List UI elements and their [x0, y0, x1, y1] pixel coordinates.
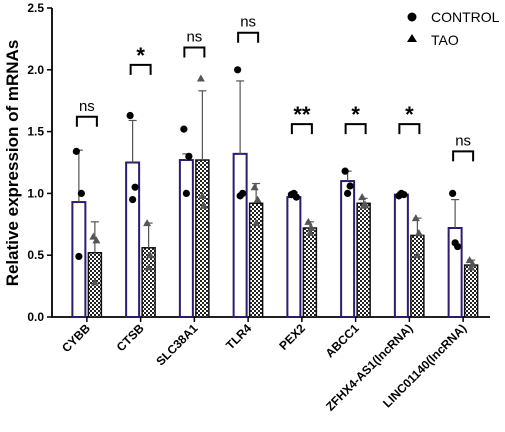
legend-control-label: CONTROL — [431, 9, 500, 25]
tao-point — [92, 236, 101, 244]
control-point — [449, 189, 457, 197]
control-point — [234, 66, 242, 74]
category-label: TLR4 — [223, 321, 254, 352]
significance-label: * — [405, 102, 414, 127]
control-point — [185, 152, 193, 160]
control-point — [346, 182, 354, 190]
y-tick-label: 0.5 — [27, 248, 44, 262]
tao-point — [143, 219, 152, 227]
tao-point — [199, 201, 208, 209]
control-point — [290, 189, 298, 197]
tao-point — [89, 232, 98, 240]
tao-point — [413, 251, 422, 259]
tao-point — [305, 228, 314, 236]
significance-label: ns — [79, 98, 95, 115]
category-label: PEX2 — [276, 321, 308, 353]
control-point — [129, 195, 137, 204]
category-label: ABCC1 — [323, 321, 362, 360]
significance-bracket — [237, 31, 260, 43]
tao-point — [307, 224, 316, 232]
plot-area: 0.0 0.5 1.0 1.5 2.0 2.5 CYBB ns CTSB * SLC38A1 ns TL… — [27, 1, 490, 414]
legend-tao-label: TAO — [431, 32, 459, 48]
control-point — [75, 252, 83, 261]
tao-point — [196, 74, 205, 82]
category-label: CYBB — [59, 321, 93, 355]
control-point — [72, 147, 80, 155]
tao-point — [465, 256, 474, 264]
control-point — [397, 189, 405, 197]
tao-bar — [463, 264, 479, 318]
legend: CONTROL TAO — [407, 9, 500, 48]
y-tick-label: 2.5 — [27, 1, 44, 15]
tao-bar — [302, 227, 318, 318]
y-tick-label: 0.0 — [27, 310, 44, 324]
control-point — [451, 239, 459, 247]
control-point — [180, 125, 188, 133]
control-point — [344, 189, 352, 197]
y-axis-title: Relative expression of mRNAs — [3, 40, 22, 287]
legend-tao-marker — [407, 34, 417, 42]
tao-point — [198, 191, 207, 199]
control-bar — [232, 152, 248, 318]
y-tick-label: 1.0 — [27, 186, 44, 200]
significance-bracket — [75, 115, 98, 127]
y-axis-title-group: Relative expression of mRNAs — [3, 40, 22, 287]
significance-bracket — [452, 150, 475, 162]
control-bar — [286, 196, 302, 318]
tao-point — [144, 263, 153, 271]
tao-point — [250, 183, 259, 191]
tao-bar — [356, 202, 371, 318]
category-label: SLC38A1 — [153, 321, 200, 368]
tao-bar — [195, 159, 210, 318]
control-point — [77, 189, 85, 197]
control-point — [131, 183, 139, 191]
tao-point — [90, 278, 99, 286]
significance-bracket — [290, 123, 313, 135]
legend-control-marker — [407, 12, 417, 22]
significance-label: ** — [293, 102, 311, 127]
significance-label: * — [351, 102, 360, 127]
significance-bracket — [344, 123, 367, 135]
tao-point — [467, 263, 476, 271]
significance-bracket — [183, 46, 206, 58]
tao-point — [359, 201, 368, 209]
category-label: CTSB — [114, 321, 147, 354]
tao-point — [252, 219, 261, 227]
control-point — [126, 111, 134, 120]
significance-bracket — [129, 63, 152, 75]
control-bar — [340, 180, 356, 318]
control-point — [341, 167, 349, 175]
tao-point — [414, 228, 423, 236]
tao-point — [304, 217, 313, 225]
y-tick-label: 1.5 — [27, 125, 44, 139]
control-bar — [393, 193, 409, 318]
tao-point — [146, 251, 155, 259]
significance-bracket — [398, 123, 421, 135]
control-point — [182, 189, 190, 197]
significance-label: ns — [455, 132, 471, 149]
tao-point — [411, 214, 420, 222]
control-point — [236, 192, 244, 200]
tao-bar — [410, 234, 425, 318]
significance-label: ns — [186, 29, 202, 46]
tao-point — [358, 193, 367, 201]
control-bar — [178, 159, 194, 318]
tao-point — [253, 195, 262, 203]
y-tick-label: 2.0 — [27, 63, 44, 77]
significance-label: * — [136, 43, 145, 68]
significance-label: ns — [240, 14, 256, 31]
